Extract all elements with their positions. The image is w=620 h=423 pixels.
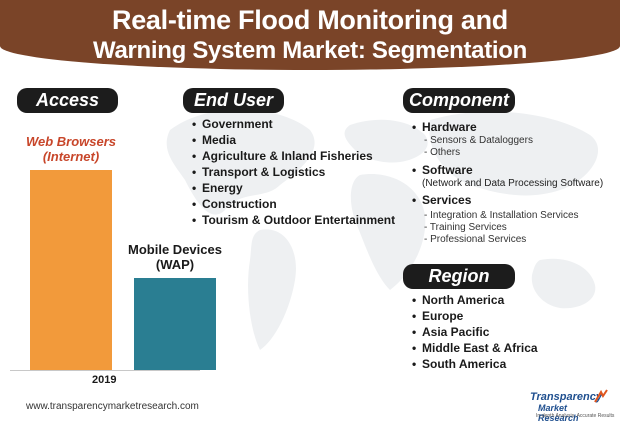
component-sub-item: - Integration & Installation Services <box>424 210 579 221</box>
bar-web-browsers <box>30 170 112 370</box>
end-user-list: Government Media Agriculture & Inland Fi… <box>192 116 402 228</box>
logo-mark-icon <box>594 389 608 403</box>
component-sub-item: - Sensors & Dataloggers <box>424 135 533 146</box>
component-sub-item: - Professional Services <box>424 234 527 245</box>
region-list: North America Europe Asia Pacific Middle… <box>412 292 612 372</box>
component-software-note: (Network and Data Processing Software) <box>422 178 604 189</box>
bar-category-label-line: (Internet) <box>42 149 100 164</box>
region-item: North America <box>412 292 612 308</box>
logo-text-line1: Transparency <box>530 391 602 403</box>
end-user-item: Transport & Logistics <box>192 164 402 180</box>
component-services: Services <box>412 193 617 208</box>
end-user-item: Media <box>192 132 402 148</box>
bar-category-label-line: Mobile Devices <box>128 242 222 257</box>
end-user-item: Tourism & Outdoor Entertainment <box>192 212 402 228</box>
x-axis-line <box>10 370 200 371</box>
component-software: Software <box>412 163 617 178</box>
bar-category-label: Web Browsers (Internet) <box>10 134 132 164</box>
page-title-line2: Warning System Market: Segmentation <box>92 37 528 64</box>
end-user-item: Energy <box>192 180 402 196</box>
logo-tagline: In-depth Analysis. Accurate Results <box>536 413 615 419</box>
header-banner: Real-time Flood Monitoring and Warning S… <box>0 0 620 70</box>
component-sub-item: - Training Services <box>424 222 507 233</box>
end-user-item: Government <box>192 116 402 132</box>
region-item: Europe <box>412 308 612 324</box>
region-item: Asia Pacific <box>412 324 612 340</box>
end-user-item: Agriculture & Inland Fisheries <box>192 148 402 164</box>
component-list: Hardware - Sensors & Dataloggers - Other… <box>412 120 617 246</box>
component-sub-item: - Others <box>424 147 461 158</box>
bar-category-label-line: Web Browsers <box>25 134 117 149</box>
end-user-item: Construction <box>192 196 402 212</box>
page-title-line1: Real-time Flood Monitoring and <box>112 5 508 35</box>
website-url: www.transparencymarketresearch.com <box>26 401 199 412</box>
x-axis-label: 2019 <box>92 374 117 386</box>
access-tag: Access <box>17 88 118 113</box>
component-tag: Component <box>403 88 515 113</box>
component-hardware: Hardware <box>412 120 617 135</box>
region-item: Middle East & Africa <box>412 340 612 356</box>
bar-category-label: Mobile Devices (WAP) <box>114 242 236 272</box>
region-item: South America <box>412 356 612 372</box>
company-logo: Transparency Market Research In-depth An… <box>530 389 614 423</box>
end-user-tag: End User <box>183 88 284 113</box>
bar-category-label-line: (WAP) <box>155 257 195 272</box>
logo-text-line2: Market Research <box>538 403 579 423</box>
region-tag: Region <box>403 264 515 289</box>
